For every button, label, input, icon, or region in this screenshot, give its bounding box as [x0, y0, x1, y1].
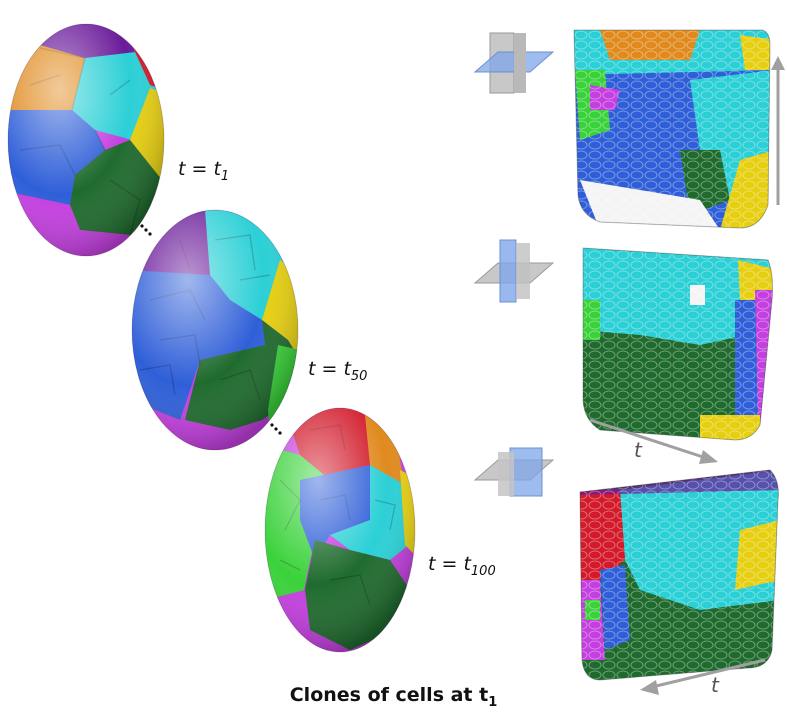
time-label-t1: t = t1	[178, 158, 229, 184]
time-arrow-diagonal-3	[640, 658, 766, 695]
figure-caption: Clones of cells at t1	[0, 684, 787, 710]
caption-base: Clones of cells at t	[289, 684, 489, 706]
time-axis-label-2: t	[634, 438, 642, 462]
time-label-t50: t = t50	[308, 358, 367, 384]
plane-icon-sagittal	[473, 239, 555, 303]
embryo-t100	[264, 407, 416, 653]
time-label-subscript: 100	[470, 563, 496, 579]
time-axis-label-3: t	[711, 673, 719, 697]
caption-subscript: 1	[488, 694, 498, 710]
time-label-subscript: 1	[220, 168, 230, 184]
sequence-dots-1	[140, 224, 152, 236]
time-arrow-vertical	[771, 56, 785, 205]
time-label-base: t = t	[428, 553, 471, 575]
time-volume-1	[573, 29, 771, 229]
embryo-t50	[131, 209, 299, 451]
time-label-base: t = t	[178, 158, 221, 180]
embryo-t1	[7, 23, 165, 257]
time-label-subscript: 50	[350, 368, 368, 384]
plane-icon-horizontal	[473, 32, 555, 94]
time-volume-2	[582, 247, 773, 441]
plane-icon-coronal	[473, 447, 555, 497]
time-label-base: t = t	[308, 358, 351, 380]
time-arrow-diagonal-2	[589, 418, 718, 464]
time-label-t100: t = t100	[428, 553, 496, 579]
sequence-dots-2	[270, 423, 282, 435]
time-volume-3	[579, 469, 779, 681]
